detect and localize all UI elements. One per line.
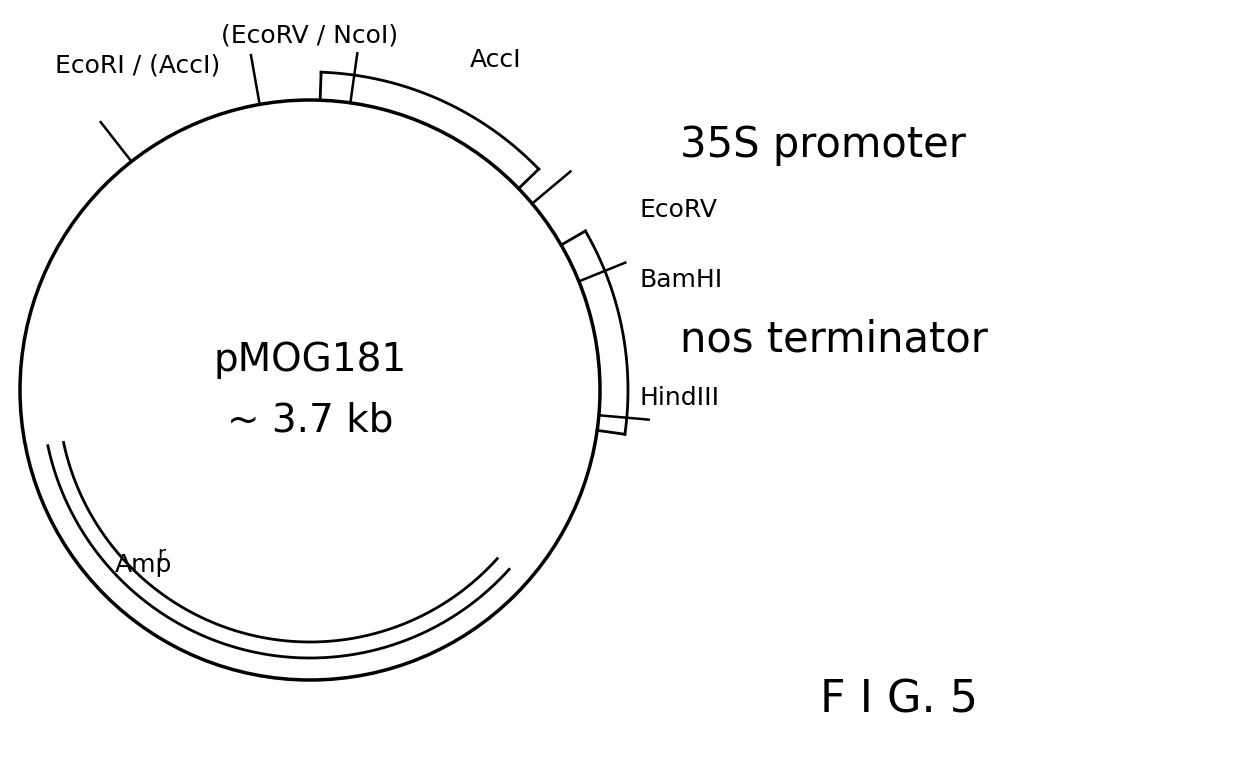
Text: EcoRI / (AccI): EcoRI / (AccI) bbox=[55, 53, 221, 77]
Text: r: r bbox=[157, 546, 165, 565]
Text: (EcoRV / NcoI): (EcoRV / NcoI) bbox=[222, 23, 399, 47]
Text: 35S promoter: 35S promoter bbox=[680, 124, 966, 166]
Text: ~ 3.7 kb: ~ 3.7 kb bbox=[227, 401, 393, 439]
Text: nos terminator: nos terminator bbox=[680, 319, 987, 361]
Text: F I G. 5: F I G. 5 bbox=[820, 679, 978, 722]
Text: HindIII: HindIII bbox=[641, 386, 720, 410]
Text: Amp: Amp bbox=[115, 553, 172, 577]
Text: EcoRV: EcoRV bbox=[641, 198, 717, 222]
Text: AccI: AccI bbox=[470, 48, 522, 72]
Text: pMOG181: pMOG181 bbox=[213, 341, 406, 379]
Text: BamHI: BamHI bbox=[641, 268, 724, 292]
